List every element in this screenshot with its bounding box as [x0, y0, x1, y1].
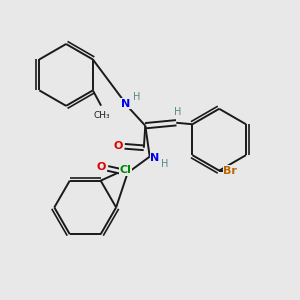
- Text: H: H: [161, 159, 168, 169]
- Text: O: O: [97, 162, 106, 172]
- Text: Cl: Cl: [120, 165, 132, 175]
- Text: CH₃: CH₃: [93, 111, 110, 120]
- Text: H: H: [133, 92, 140, 102]
- Text: Br: Br: [224, 166, 237, 176]
- Text: N: N: [121, 99, 130, 109]
- Text: H: H: [174, 106, 182, 117]
- Text: N: N: [150, 153, 160, 163]
- Text: O: O: [113, 141, 123, 151]
